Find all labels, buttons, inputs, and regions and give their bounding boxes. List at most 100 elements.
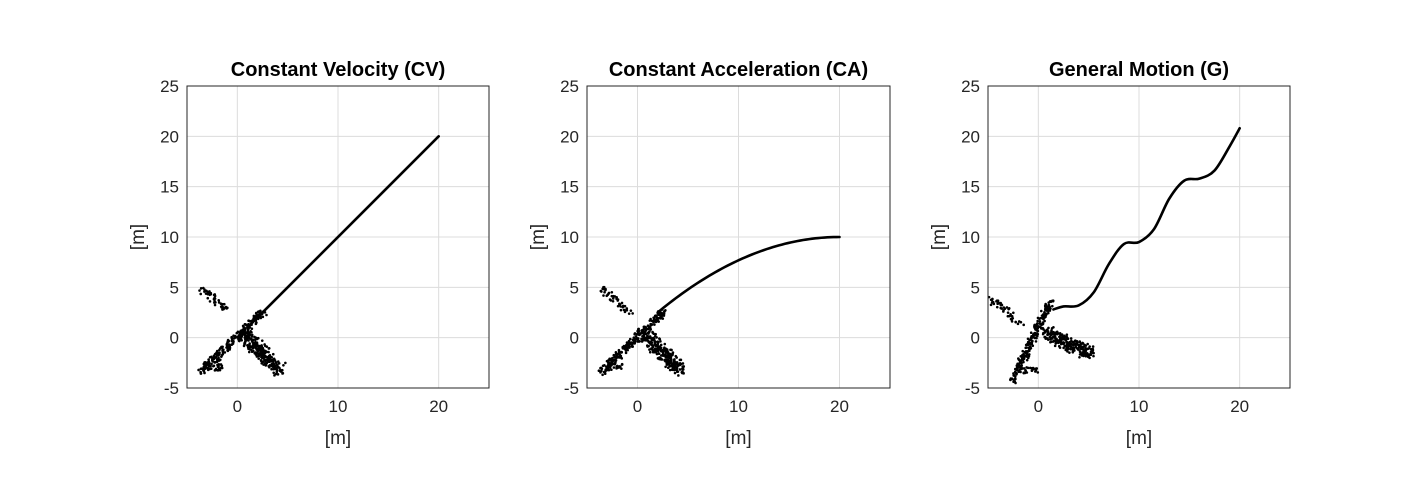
measurement-point xyxy=(1084,349,1087,353)
measurement-point xyxy=(220,364,224,368)
measurement-point xyxy=(643,326,647,329)
measurement-point xyxy=(1042,313,1045,316)
measurement-point xyxy=(1080,352,1083,355)
measurement-point xyxy=(626,346,629,350)
trajectory-lines xyxy=(1052,126,1241,311)
measurement-point xyxy=(1018,368,1021,372)
y-tick-label: 0 xyxy=(570,329,579,348)
measurement-point xyxy=(648,335,652,338)
measurement-point xyxy=(1088,345,1091,348)
y-tick-label: 10 xyxy=(961,228,980,247)
measurement-point xyxy=(206,296,210,300)
measurement-point xyxy=(650,347,653,350)
x-tick-label: 0 xyxy=(633,397,642,416)
measurement-point xyxy=(662,314,666,317)
measurement-point xyxy=(248,336,251,340)
measurement-point xyxy=(260,346,264,350)
measurement-point xyxy=(623,308,627,312)
measurement-point xyxy=(198,289,201,292)
measurement-point xyxy=(219,305,223,308)
trajectory-lines xyxy=(656,235,841,314)
measurement-point xyxy=(276,373,280,376)
measurement-point xyxy=(1017,320,1021,323)
measurement-point xyxy=(621,305,625,309)
measurement-point xyxy=(1045,328,1049,332)
measurement-point xyxy=(261,315,265,319)
measurement-point xyxy=(1051,304,1054,308)
measurement-point xyxy=(1043,319,1046,323)
y-tick-label: -5 xyxy=(164,379,179,398)
measurement-point xyxy=(677,374,680,377)
measurement-point xyxy=(620,367,623,370)
measurement-point xyxy=(607,368,611,372)
measurement-point xyxy=(653,323,656,326)
measurement-point xyxy=(1084,344,1088,347)
measurement-point xyxy=(1043,310,1046,314)
measurement-point xyxy=(270,358,273,362)
measurement-point xyxy=(650,343,654,347)
measurement-point xyxy=(628,337,632,341)
measurement-point xyxy=(251,347,255,350)
measurement-point xyxy=(261,348,265,352)
measurement-point xyxy=(648,350,652,354)
measurement-point xyxy=(611,299,615,303)
measurement-point xyxy=(668,353,671,357)
trajectory-lines xyxy=(246,135,440,329)
subplot-constant-acceleration: 0 10 20 -5 0 5 10 15 20 25 Constant Acceleration … xyxy=(528,59,891,449)
measurement-point xyxy=(647,344,650,348)
measurement-point xyxy=(243,343,246,347)
measurement-point xyxy=(213,293,217,296)
measurement-point xyxy=(1050,329,1053,332)
measurement-point xyxy=(231,342,235,345)
measurement-point xyxy=(1058,346,1062,349)
measurement-point xyxy=(228,348,232,351)
y-tick-label: 25 xyxy=(961,77,980,96)
measurement-point xyxy=(664,356,668,359)
trajectory-line xyxy=(1052,126,1241,311)
measurement-point xyxy=(599,366,602,370)
measurement-point xyxy=(664,347,667,351)
measurement-point xyxy=(267,347,271,350)
measurement-point xyxy=(1021,367,1024,370)
measurement-point xyxy=(675,356,678,359)
measurement-point xyxy=(252,315,256,318)
measurement-point xyxy=(1072,346,1076,349)
measurement-point xyxy=(212,357,215,361)
measurement-point xyxy=(638,332,642,335)
measurement-point xyxy=(651,337,654,340)
measurement-point xyxy=(618,353,622,356)
measurement-point xyxy=(1050,332,1054,335)
y-axis-label: [m] xyxy=(528,224,549,250)
measurement-point xyxy=(207,358,210,361)
measurement-point xyxy=(989,303,993,307)
measurement-point xyxy=(633,332,637,335)
measurement-point xyxy=(1044,313,1047,317)
measurement-point xyxy=(255,355,259,358)
measurement-point xyxy=(1020,356,1024,360)
measurement-point xyxy=(1079,347,1083,351)
measurement-point xyxy=(246,346,250,349)
measurement-point xyxy=(1065,345,1068,348)
measurement-point xyxy=(239,332,242,336)
measurement-point xyxy=(1028,349,1031,353)
measurement-point xyxy=(612,294,615,298)
measurement-point xyxy=(1071,343,1075,347)
x-tick-label: 20 xyxy=(830,397,849,416)
measurement-point xyxy=(284,361,287,365)
measurement-point xyxy=(275,368,279,372)
measurement-point xyxy=(1046,338,1050,341)
measurement-point xyxy=(1006,311,1010,314)
measurement-point xyxy=(615,297,618,301)
measurement-point xyxy=(662,354,666,357)
measurement-point xyxy=(202,362,206,366)
measurement-point xyxy=(248,342,251,345)
measurement-point xyxy=(1089,347,1093,351)
measurement-point xyxy=(1013,380,1017,383)
scatter-points xyxy=(597,285,686,377)
y-tick-label: -5 xyxy=(564,379,579,398)
measurement-point xyxy=(606,293,609,297)
measurement-point xyxy=(644,332,648,336)
measurement-point xyxy=(1092,354,1095,358)
measurement-point xyxy=(250,327,254,331)
measurement-point xyxy=(667,363,671,366)
